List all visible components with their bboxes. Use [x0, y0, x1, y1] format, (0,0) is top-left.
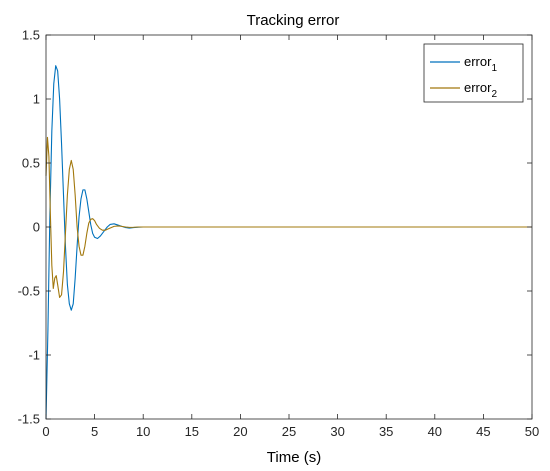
y-tick-label: 0	[33, 220, 40, 235]
x-tick-label: 50	[525, 424, 539, 439]
y-tick-label: 1	[33, 92, 40, 107]
legend-box	[423, 43, 524, 103]
y-tick-label: 0.5	[22, 156, 40, 171]
x-tick-label: 45	[476, 424, 490, 439]
chart-title: Tracking error	[247, 12, 340, 29]
x-tick-label: 15	[185, 424, 199, 439]
x-tick-label: 30	[330, 424, 344, 439]
y-tick-label: -0.5	[18, 284, 40, 299]
x-axis-label: Time (s)	[267, 449, 321, 466]
legend-subscript: 1	[491, 63, 497, 74]
y-tick-label: -1.5	[18, 412, 40, 427]
legend-subscript: 2	[491, 89, 497, 100]
x-tick-label: 35	[379, 424, 393, 439]
x-tick-label: 20	[233, 424, 247, 439]
y-tick-label: -1	[28, 348, 40, 363]
axis-layer: 0 5 10 15 20 25 30 35 40 45 50 -1.5 -1 -0.5 0 0.5 1 1.5	[18, 28, 540, 440]
x-tick-label: 10	[136, 424, 150, 439]
x-tick-label: 40	[428, 424, 442, 439]
x-tick-label: 0	[42, 424, 49, 439]
series-line-2	[45, 136, 532, 298]
y-tick-label: 1.5	[22, 28, 40, 43]
series-layer	[45, 65, 532, 420]
x-tick-label: 25	[282, 424, 296, 439]
x-tick-label: 5	[91, 424, 98, 439]
